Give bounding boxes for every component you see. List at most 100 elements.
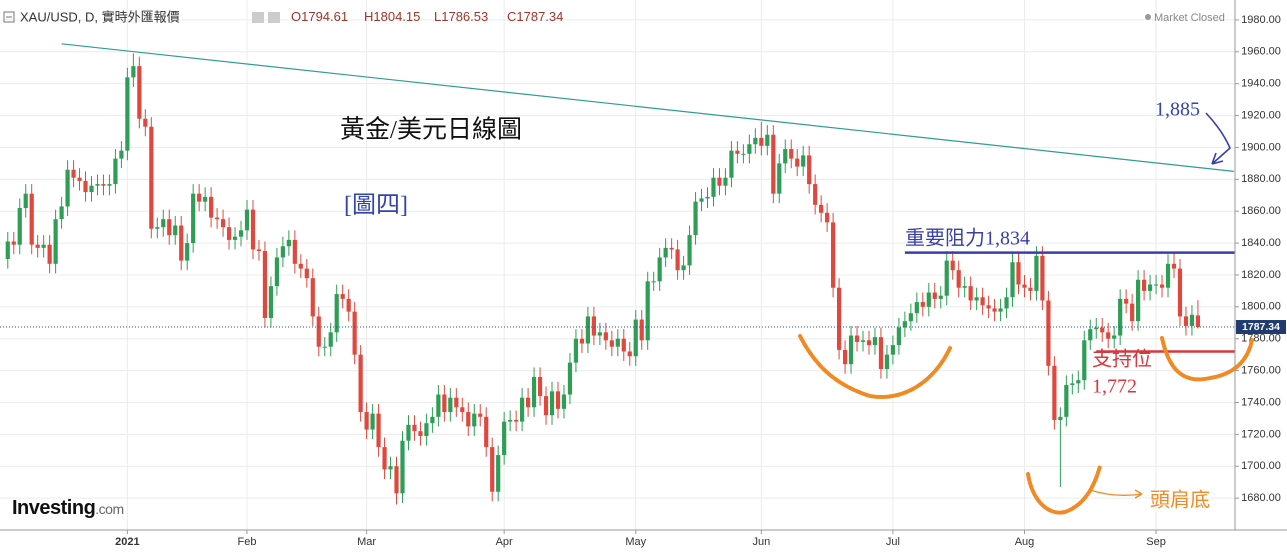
candle-body (35, 244, 40, 248)
candle-body (1076, 380, 1081, 384)
y-tick-label: 1940.00 (1241, 78, 1281, 90)
candle-body (944, 260, 949, 296)
candle-body (412, 424, 417, 432)
x-tick-label: Apr (496, 536, 513, 548)
candle-body (663, 247, 668, 258)
y-tick-label: 1900.00 (1241, 141, 1281, 153)
candle-body (1052, 365, 1057, 421)
candle-body (262, 251, 268, 318)
x-tick-label: 2021 (115, 536, 139, 548)
candle-body (669, 247, 674, 250)
x-tick-label: Sep (1146, 536, 1166, 548)
candle-body (155, 227, 160, 229)
candle-body (197, 193, 202, 202)
candle-body (729, 150, 734, 178)
y-tick-label: 1960.00 (1241, 46, 1281, 58)
candle-body (950, 260, 955, 271)
candle-body (836, 287, 842, 350)
candle-body (418, 431, 423, 436)
candle-body (1136, 279, 1141, 322)
candle-body (364, 412, 369, 430)
candle-body (854, 335, 860, 342)
candle-body (11, 241, 16, 245)
candle-body (1171, 263, 1177, 269)
grid (0, 0, 1235, 530)
candle-body (5, 241, 10, 260)
head (1026, 464, 1102, 515)
candle-body (537, 376, 543, 397)
settings-icon[interactable] (252, 12, 264, 23)
candle-body (914, 302, 919, 314)
candle-body (1165, 263, 1171, 288)
candle-body (304, 268, 309, 279)
resistance-label: 重要阻力1,834 (905, 227, 1030, 250)
candle-body (980, 297, 985, 306)
candle-body (693, 201, 698, 236)
candle-body (382, 447, 387, 470)
candle-body (687, 235, 692, 266)
candle-body (675, 249, 680, 271)
candle-body (795, 158, 800, 167)
candle-body (1082, 340, 1087, 381)
candle-body (442, 394, 447, 413)
y-tick-label: 1800.00 (1241, 301, 1281, 313)
candle-body (609, 340, 614, 347)
marks (0, 43, 1240, 505)
candle-body (1177, 268, 1183, 317)
candle-body (83, 180, 88, 193)
candle-body (113, 158, 118, 185)
candle-body (316, 316, 321, 347)
candle-body (765, 134, 770, 146)
candle-body (95, 184, 100, 186)
candle-body (1028, 287, 1033, 291)
candle-body (23, 193, 28, 209)
candle-body (1094, 327, 1099, 330)
trendline-arrow (1205, 112, 1231, 165)
candle-body (17, 208, 22, 245)
candle-body (1088, 329, 1093, 341)
candle-body (723, 177, 728, 186)
candle-body (842, 349, 848, 365)
candle-body (370, 413, 375, 430)
collapse-icon[interactable] (3, 11, 15, 23)
candle-body (274, 257, 280, 287)
candle-body (520, 397, 525, 422)
candle-body (310, 278, 315, 317)
y-tick-label: 1720.00 (1241, 428, 1281, 440)
candle-body (1153, 284, 1159, 286)
candle-body (926, 292, 931, 307)
candle-body (1183, 316, 1189, 326)
candle-body (496, 455, 501, 492)
candle-body (436, 394, 441, 417)
symbol: XAU/USD, D, 實時外匯報價 (20, 9, 180, 24)
candle-body (1130, 303, 1135, 322)
candle-body (322, 346, 327, 348)
candle-body (1100, 327, 1105, 333)
chart-title: 黃金/美元日線圖 (340, 116, 522, 144)
candle-body (813, 184, 818, 205)
candle-body (167, 219, 172, 236)
candle-body (238, 230, 244, 237)
candle-body (161, 219, 166, 228)
candle-body (65, 169, 70, 207)
candle-body (478, 413, 483, 417)
x-tick-label: Feb (238, 536, 257, 548)
candle-body (1195, 315, 1201, 328)
candle-body (579, 338, 585, 344)
candle-body (406, 424, 411, 441)
candle-body (1106, 332, 1111, 339)
candle-body (735, 150, 740, 154)
visibility-icon[interactable] (268, 12, 280, 23)
candle-body (717, 177, 722, 186)
candle-body (1010, 262, 1015, 298)
candle-body (47, 244, 52, 264)
candle-body (1046, 300, 1051, 366)
logo-name: Investing (12, 497, 95, 519)
candle-body (508, 420, 513, 422)
candle-body (705, 196, 710, 199)
candle-body (753, 137, 758, 145)
candle-body (878, 337, 884, 370)
candle-body (1070, 383, 1075, 385)
candle-body (334, 294, 339, 333)
